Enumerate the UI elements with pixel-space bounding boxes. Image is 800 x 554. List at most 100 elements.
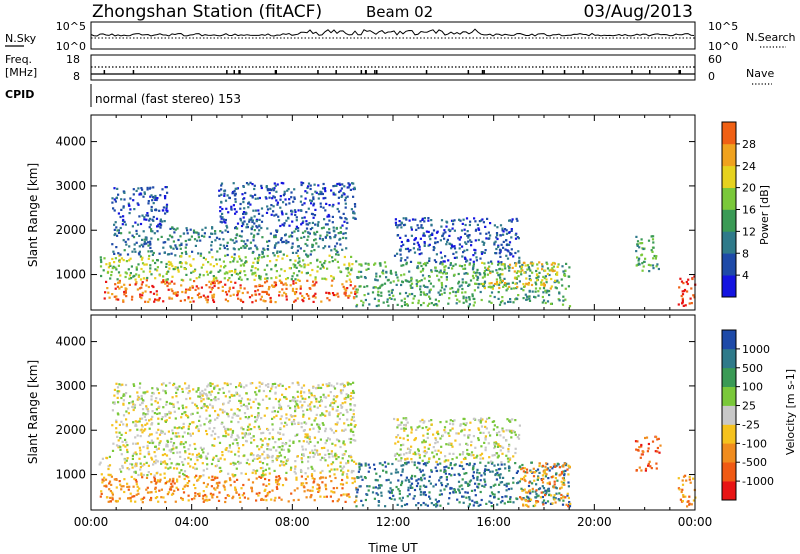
power-cell — [131, 234, 134, 237]
power-cell — [325, 278, 328, 281]
power-cell — [244, 191, 247, 195]
power-cell — [406, 247, 410, 250]
velocity-cell — [293, 422, 296, 425]
power-cell — [441, 234, 444, 237]
velocity-cell — [331, 455, 334, 458]
velocity-cell — [480, 425, 484, 428]
velocity-cell — [458, 489, 461, 492]
velocity-cell — [209, 492, 212, 495]
power-cell — [114, 266, 117, 269]
power-cell — [405, 263, 408, 266]
velocity-cell — [217, 458, 220, 461]
power-cell — [261, 284, 264, 288]
velocity-cell — [183, 470, 187, 473]
power-cell — [386, 298, 389, 301]
power-cell — [544, 275, 547, 278]
power-cell — [557, 263, 560, 266]
power-cell — [122, 299, 125, 302]
velocity-cell — [192, 388, 195, 391]
power-cell — [486, 273, 489, 276]
velocity-cell — [119, 437, 122, 440]
power-cell — [214, 239, 217, 242]
power-cell — [294, 227, 298, 231]
power-cell — [314, 276, 317, 279]
power-cell — [419, 285, 422, 288]
velocity-cell — [345, 393, 348, 396]
velocity-cell — [353, 480, 356, 483]
velocity-cell — [158, 480, 162, 483]
velocity-cell — [201, 462, 204, 465]
power-cell — [254, 267, 257, 270]
power-cell — [290, 246, 293, 249]
velocity-cell — [294, 465, 297, 468]
power-cell — [495, 236, 498, 239]
power-cell — [517, 237, 520, 240]
velocity-cell — [497, 463, 500, 466]
power-cell — [239, 207, 242, 210]
velocity-cell — [460, 461, 463, 464]
cpid-label: CPID — [5, 88, 34, 101]
velocity-cell — [545, 473, 548, 476]
power-cell — [196, 231, 199, 234]
power-cell — [226, 230, 230, 233]
velocity-cell — [450, 487, 453, 490]
power-cell — [690, 287, 693, 290]
power-cell — [652, 257, 655, 260]
power-cell — [221, 231, 224, 234]
velocity-cell — [199, 391, 202, 394]
velocity-cell — [197, 388, 200, 391]
power-cell — [143, 192, 146, 195]
power-cell — [652, 241, 655, 244]
power-cell — [462, 267, 465, 270]
velocity-cell — [466, 443, 469, 446]
power-cell — [505, 229, 508, 232]
power-cell — [269, 300, 273, 304]
velocity-cell — [381, 463, 384, 467]
power-cell — [161, 220, 164, 223]
velocity-cell — [407, 447, 410, 450]
velocity-cell — [309, 451, 312, 454]
velocity-cell — [119, 384, 122, 387]
velocity-cell — [268, 490, 271, 494]
velocity-cell — [239, 417, 242, 420]
velocity-cell — [246, 458, 249, 461]
velocity-cell — [327, 464, 330, 467]
power-cell — [128, 204, 131, 207]
velocity-cell — [258, 403, 261, 406]
velocity-cell — [458, 485, 461, 488]
velocity-cell — [489, 494, 492, 498]
velocity-cell — [264, 384, 268, 387]
power-cell — [348, 262, 351, 265]
power-cell — [254, 290, 257, 293]
power-cell — [458, 238, 461, 241]
power-cell — [234, 212, 237, 215]
power-cell — [487, 261, 490, 264]
velocity-cell — [231, 416, 234, 419]
power-cell — [271, 197, 274, 200]
velocity-cell — [214, 465, 217, 468]
velocity-cell — [230, 450, 233, 453]
power-cell — [501, 273, 504, 276]
velocity-cell — [507, 465, 511, 468]
velocity-cell — [169, 448, 172, 451]
power-cell — [324, 209, 327, 212]
power-cell — [311, 226, 314, 230]
power-cell — [483, 272, 486, 275]
velocity-cell — [380, 491, 383, 494]
power-cell — [232, 286, 235, 289]
power-cell — [267, 288, 270, 291]
power-cell — [152, 215, 155, 219]
power-cell — [135, 268, 138, 271]
power-cell — [167, 270, 170, 273]
velocity-cell — [481, 457, 485, 460]
power-cell — [481, 284, 485, 287]
power-cell — [322, 266, 325, 269]
velocity-cell — [166, 445, 169, 448]
velocity-cell — [347, 469, 350, 472]
power-cell — [123, 249, 126, 252]
velocity-cell — [235, 391, 238, 394]
power-cell — [237, 277, 241, 280]
power-cell — [295, 225, 298, 228]
power-cell — [480, 252, 484, 255]
